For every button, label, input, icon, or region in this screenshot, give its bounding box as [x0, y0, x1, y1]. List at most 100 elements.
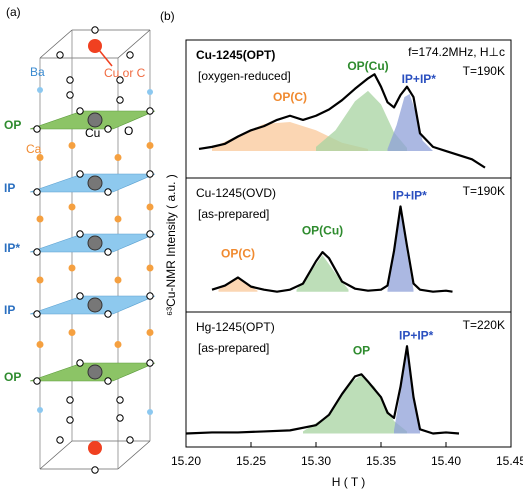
ca-atom	[68, 264, 76, 272]
o-atom	[56, 51, 64, 59]
component-label: IP+IP*	[399, 329, 434, 343]
component-area	[296, 255, 349, 292]
ba-atom	[37, 407, 43, 413]
component-label: IP+IP*	[393, 189, 428, 203]
ca-atom	[114, 276, 122, 284]
o-atom	[33, 125, 41, 133]
o-atom	[56, 436, 64, 444]
o-atom	[76, 292, 84, 300]
component-area	[387, 93, 433, 152]
dopant-arrow	[98, 49, 113, 67]
component-label: OP(Cu)	[347, 59, 388, 73]
o-atom	[66, 396, 74, 404]
y-axis-label: ⁶³Cu-NMR Intensity ( a.u. )	[164, 174, 178, 316]
x-axis-label: H ( T )	[332, 475, 366, 489]
o-atom	[146, 230, 154, 238]
x-tick-label: 15.35	[366, 454, 396, 468]
ca-atom	[36, 276, 44, 284]
o-atom	[146, 292, 154, 300]
ca-atom	[68, 142, 76, 149]
spectrum	[211, 205, 453, 293]
x-tick-label: 15.30	[301, 454, 331, 468]
component-area	[387, 210, 414, 292]
panel-temperature: T=190K	[463, 184, 505, 198]
component-label: IP+IP*	[402, 72, 437, 86]
o-atom	[104, 188, 112, 196]
ca-atom	[146, 203, 154, 211]
o-atom	[116, 96, 124, 104]
o-atom	[76, 230, 84, 238]
component-label: OP(C)	[221, 247, 255, 261]
component-area	[218, 278, 258, 292]
o-atom	[116, 396, 124, 404]
ca-atom	[36, 341, 44, 348]
o-atom	[33, 310, 41, 318]
layer-label: OP	[4, 118, 21, 132]
spectra-panel: (b) 15.20 15.25 15.30 15.35 15.40 15.45 H ( T )…	[160, 9, 523, 489]
x-tick-label: 15.45	[496, 454, 523, 468]
o-atom	[91, 466, 99, 474]
layer-label: OP	[4, 370, 21, 384]
component-area	[316, 90, 407, 152]
o-atom	[33, 188, 41, 196]
panel-subtitle: [as-prepared]	[198, 341, 269, 355]
ca-atom	[114, 154, 122, 161]
cell-edge	[39, 440, 73, 470]
ca-atom	[68, 203, 76, 211]
o-atom	[146, 170, 154, 178]
o-atom	[76, 107, 84, 115]
panel-title: Hg-1245(OPT)	[196, 320, 275, 334]
dopant-label: Cu or C	[104, 66, 146, 80]
cu-atom	[87, 112, 103, 128]
o-atom	[33, 377, 41, 385]
component-label: OP	[353, 344, 370, 358]
o-atom	[91, 26, 99, 34]
panel-temperature: T=220K	[463, 318, 505, 332]
o-atom	[76, 359, 84, 367]
cu-label: Cu	[85, 126, 100, 140]
o-atom	[126, 51, 134, 59]
o-label: O	[124, 124, 133, 138]
x-tick-label: 15.20	[171, 454, 201, 468]
o-atom	[116, 414, 124, 422]
o-atom	[66, 91, 74, 99]
layer-label: IP*	[4, 241, 20, 255]
cu-atom	[87, 175, 103, 191]
panel-title: Cu-1245(OPT)	[196, 48, 275, 62]
dopant-atom	[88, 441, 102, 455]
panel-title: Cu-1245(OVD)	[196, 186, 276, 200]
panel-label: (a)	[6, 5, 21, 19]
cu-atom	[87, 364, 103, 380]
panel-subtitle: [oxygen-reduced]	[198, 69, 291, 83]
o-atom	[104, 248, 112, 256]
structure-panel: (a) OP IP IP* IP OP Cu or C Ba Cu O Ca	[4, 5, 156, 474]
ca-atom	[146, 142, 154, 149]
cell-edge	[117, 440, 151, 470]
o-atom	[33, 248, 41, 256]
o-atom	[116, 76, 124, 84]
o-atom	[126, 436, 134, 444]
o-atom	[66, 76, 74, 84]
ba-label: Ba	[30, 65, 45, 79]
dopant-atom	[88, 39, 102, 53]
layer-label: IP	[4, 181, 15, 195]
ba-atom	[147, 409, 153, 415]
cell-edge	[39, 29, 73, 59]
component-label: OP(C)	[273, 90, 307, 104]
o-atom	[104, 310, 112, 318]
o-atom	[146, 107, 154, 115]
o-atom	[66, 416, 74, 424]
ca-atom	[114, 215, 122, 223]
ca-label: Ca	[26, 142, 42, 156]
cu-atom	[87, 235, 103, 251]
spectrum	[185, 345, 460, 435]
layer-label: IP	[4, 303, 15, 317]
ba-atom	[147, 89, 153, 95]
cu-atom	[87, 297, 103, 313]
o-atom	[104, 377, 112, 385]
o-atom	[146, 359, 154, 367]
component-area	[303, 375, 407, 434]
panel-label: (b)	[160, 9, 175, 23]
o-atom	[76, 170, 84, 178]
